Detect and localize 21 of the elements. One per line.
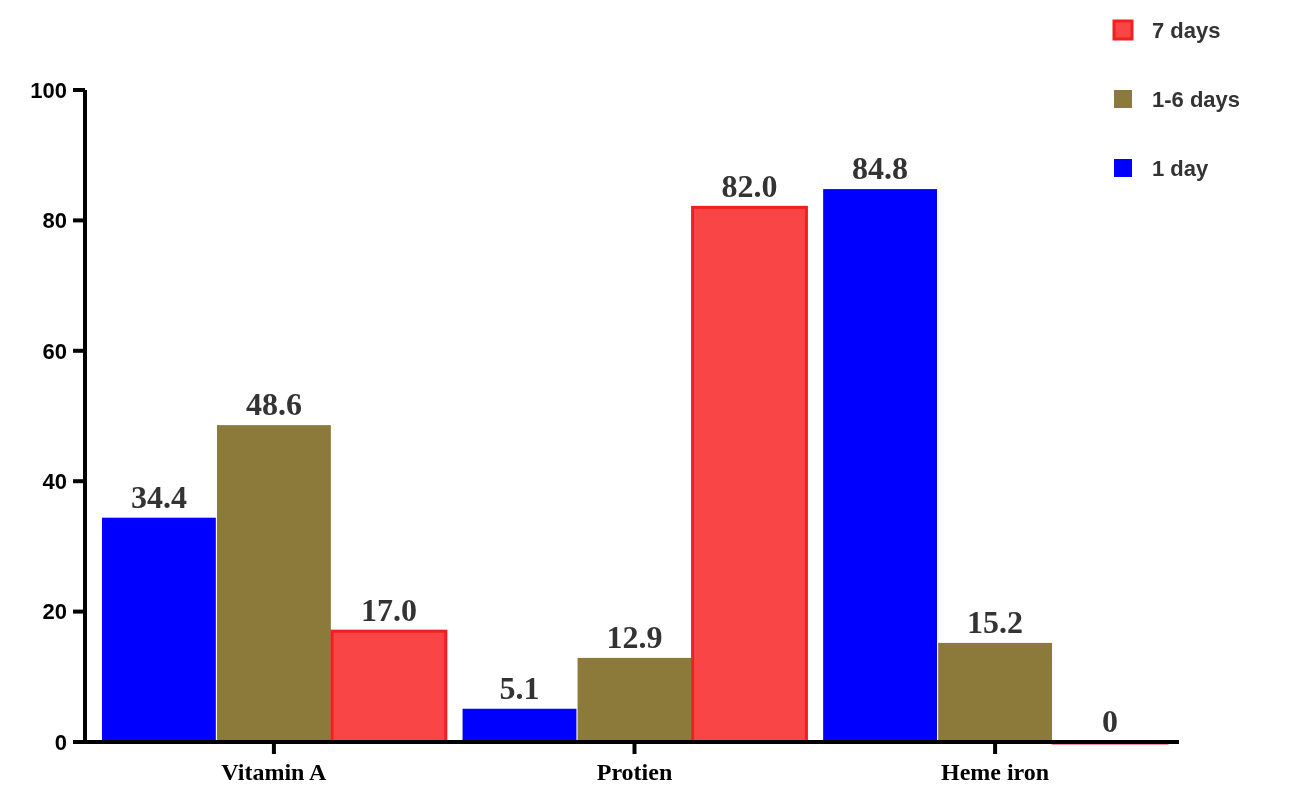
data-label: 12.9	[606, 618, 663, 655]
data-label: 5.1	[499, 669, 540, 706]
data-label: 15.2	[967, 603, 1024, 640]
legend-label: 1-6 days	[1152, 86, 1241, 112]
data-label: 34.4	[130, 478, 187, 515]
y-tick-label: 60	[42, 338, 67, 364]
y-tick-label: 80	[42, 208, 67, 234]
data-label: 48.6	[245, 386, 302, 423]
data-label: 84.8	[852, 150, 909, 187]
y-tick-label: 40	[42, 468, 67, 494]
x-tick-label: Protien	[596, 759, 673, 785]
y-tick-label: 20	[42, 599, 67, 625]
x-tick-label: Vitamin A	[221, 759, 328, 785]
y-tick-label: 100	[30, 77, 67, 103]
x-tick-label: Heme iron	[940, 759, 1050, 785]
legend-label: 7 days	[1152, 17, 1221, 43]
legend-label: 1 day	[1152, 155, 1210, 181]
data-label: 82.0	[721, 168, 778, 205]
data-label: 17.0	[360, 592, 417, 629]
data-label: 0	[1102, 703, 1119, 739]
y-tick-label: 0	[54, 729, 67, 755]
